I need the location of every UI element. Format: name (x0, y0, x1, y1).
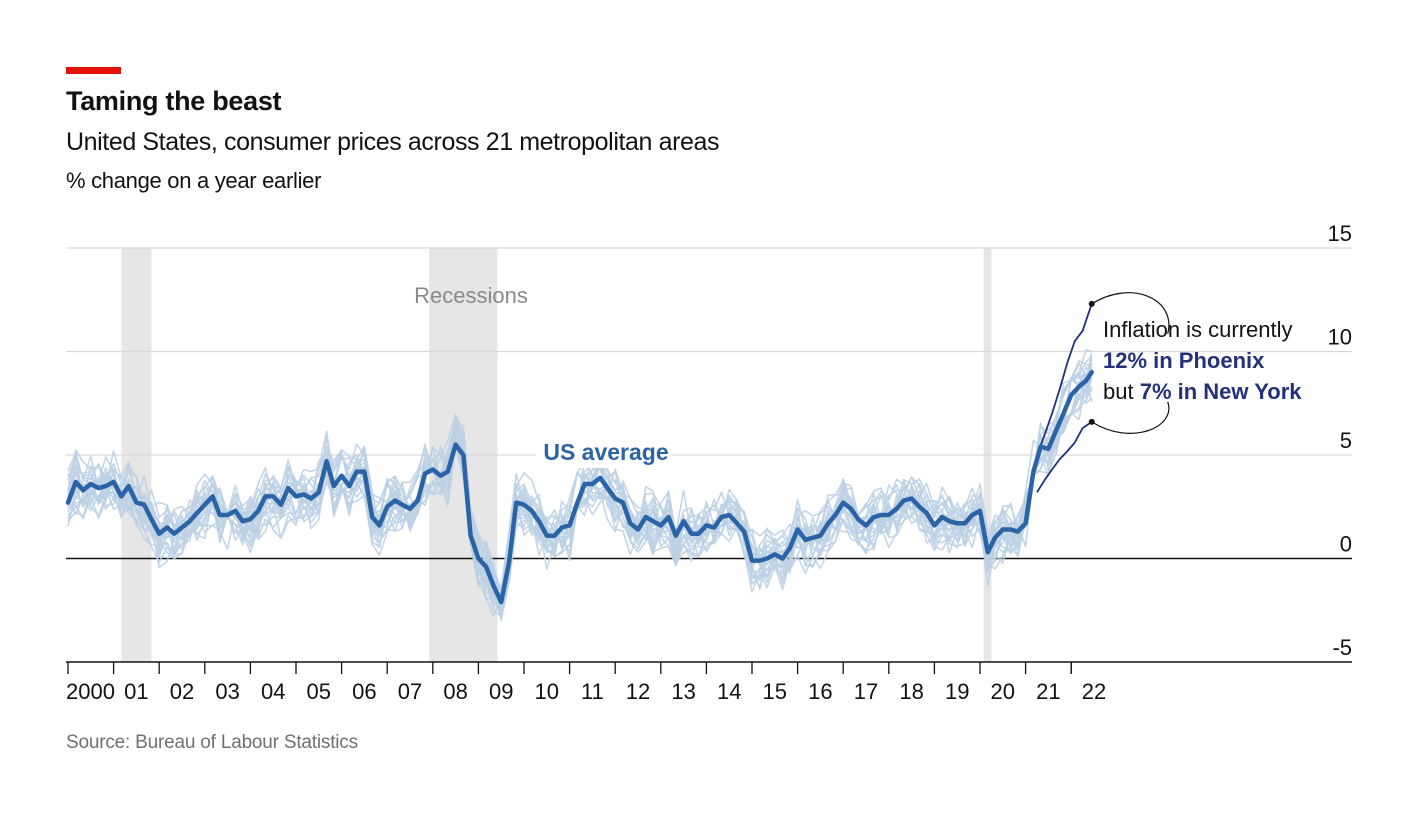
x-tick-label: 11 (581, 679, 604, 704)
metro-area-line-13 (67, 352, 1093, 613)
x-tick-label: 15 (763, 679, 787, 704)
metro-area-lines (67, 348, 1093, 622)
annotation-connector-phoenix (1091, 292, 1170, 335)
chart-subtitle: United States, consumer prices across 21… (66, 128, 720, 156)
annotation-line-3: but 7% in New York (1103, 379, 1302, 404)
metro-area-line-10 (67, 355, 1093, 609)
x-tick-label: 03 (215, 679, 239, 704)
metro-area-line-20 (67, 392, 1093, 601)
x-tick-label: 17 (854, 679, 878, 704)
annotation-line-1: Inflation is currently (1103, 317, 1293, 342)
x-tick-label: 22 (1082, 679, 1106, 704)
line-phoenix (1036, 303, 1093, 456)
x-tick-label: 14 (717, 679, 741, 704)
recessions-label: Recessions (414, 283, 528, 308)
x-tick-label: 02 (170, 679, 194, 704)
y-tick-label: 15 (1328, 221, 1352, 246)
annotation-line-2: 12% in Phoenix (1103, 348, 1265, 373)
x-tick-label: 21 (1036, 679, 1060, 704)
brand-accent-bar (66, 67, 121, 74)
chart-unit: % change on a year earlier (66, 168, 322, 193)
x-tick-label: 16 (808, 679, 832, 704)
annotation-line-3-prefix: but (1103, 379, 1140, 404)
metro-area-line-1 (67, 359, 1093, 590)
line-new-york (1036, 421, 1093, 493)
highlighted-metro-lines (1036, 292, 1170, 493)
x-tick-label: 04 (261, 679, 285, 704)
x-tick-label: 07 (398, 679, 422, 704)
us-average-label-bg (536, 436, 672, 468)
y-tick-label: 0 (1340, 532, 1352, 557)
y-tick-label: -5 (1332, 635, 1352, 660)
x-tick-label: 06 (352, 679, 376, 704)
chart-labels: Recessions US average Inflation is curre… (414, 283, 1302, 468)
annotation-connector-new-york (1091, 401, 1170, 434)
x-tick-label: 09 (489, 679, 513, 704)
y-tick-label: 10 (1328, 325, 1352, 350)
x-tick-label: 12 (626, 679, 650, 704)
metro-area-line-18 (67, 365, 1093, 611)
us-average-layer (65, 369, 1094, 605)
metro-area-line-17 (67, 362, 1093, 596)
x-tick-label: 18 (899, 679, 923, 704)
chart-title: Taming the beast (66, 86, 282, 116)
us-average-label: US average (543, 439, 668, 465)
annotation-line-3-highlight: 7% in New York (1140, 379, 1303, 404)
y-tick-label: 5 (1340, 428, 1352, 453)
x-tick-label: 10 (535, 679, 559, 704)
us-average-line (65, 369, 1094, 605)
x-tick-label: 2000 (66, 679, 115, 704)
x-tick-label: 13 (671, 679, 695, 704)
gridlines: -5 0 5 10 15 (66, 221, 1352, 663)
x-tick-label: 01 (124, 679, 148, 704)
metro-area-line-19 (67, 348, 1092, 590)
source-note: Source: Bureau of Labour Statistics (66, 732, 358, 753)
x-axis: 2000 01 02 03 04 05 06 07 08 09 10 11 12 13 14 15 16 17 18… (66, 662, 1106, 704)
x-tick-label: 20 (991, 679, 1015, 704)
x-tick-label: 05 (307, 679, 331, 704)
x-tick-label: 08 (443, 679, 467, 704)
metro-area-line-5 (67, 362, 1093, 610)
x-tick-label: 19 (945, 679, 969, 704)
